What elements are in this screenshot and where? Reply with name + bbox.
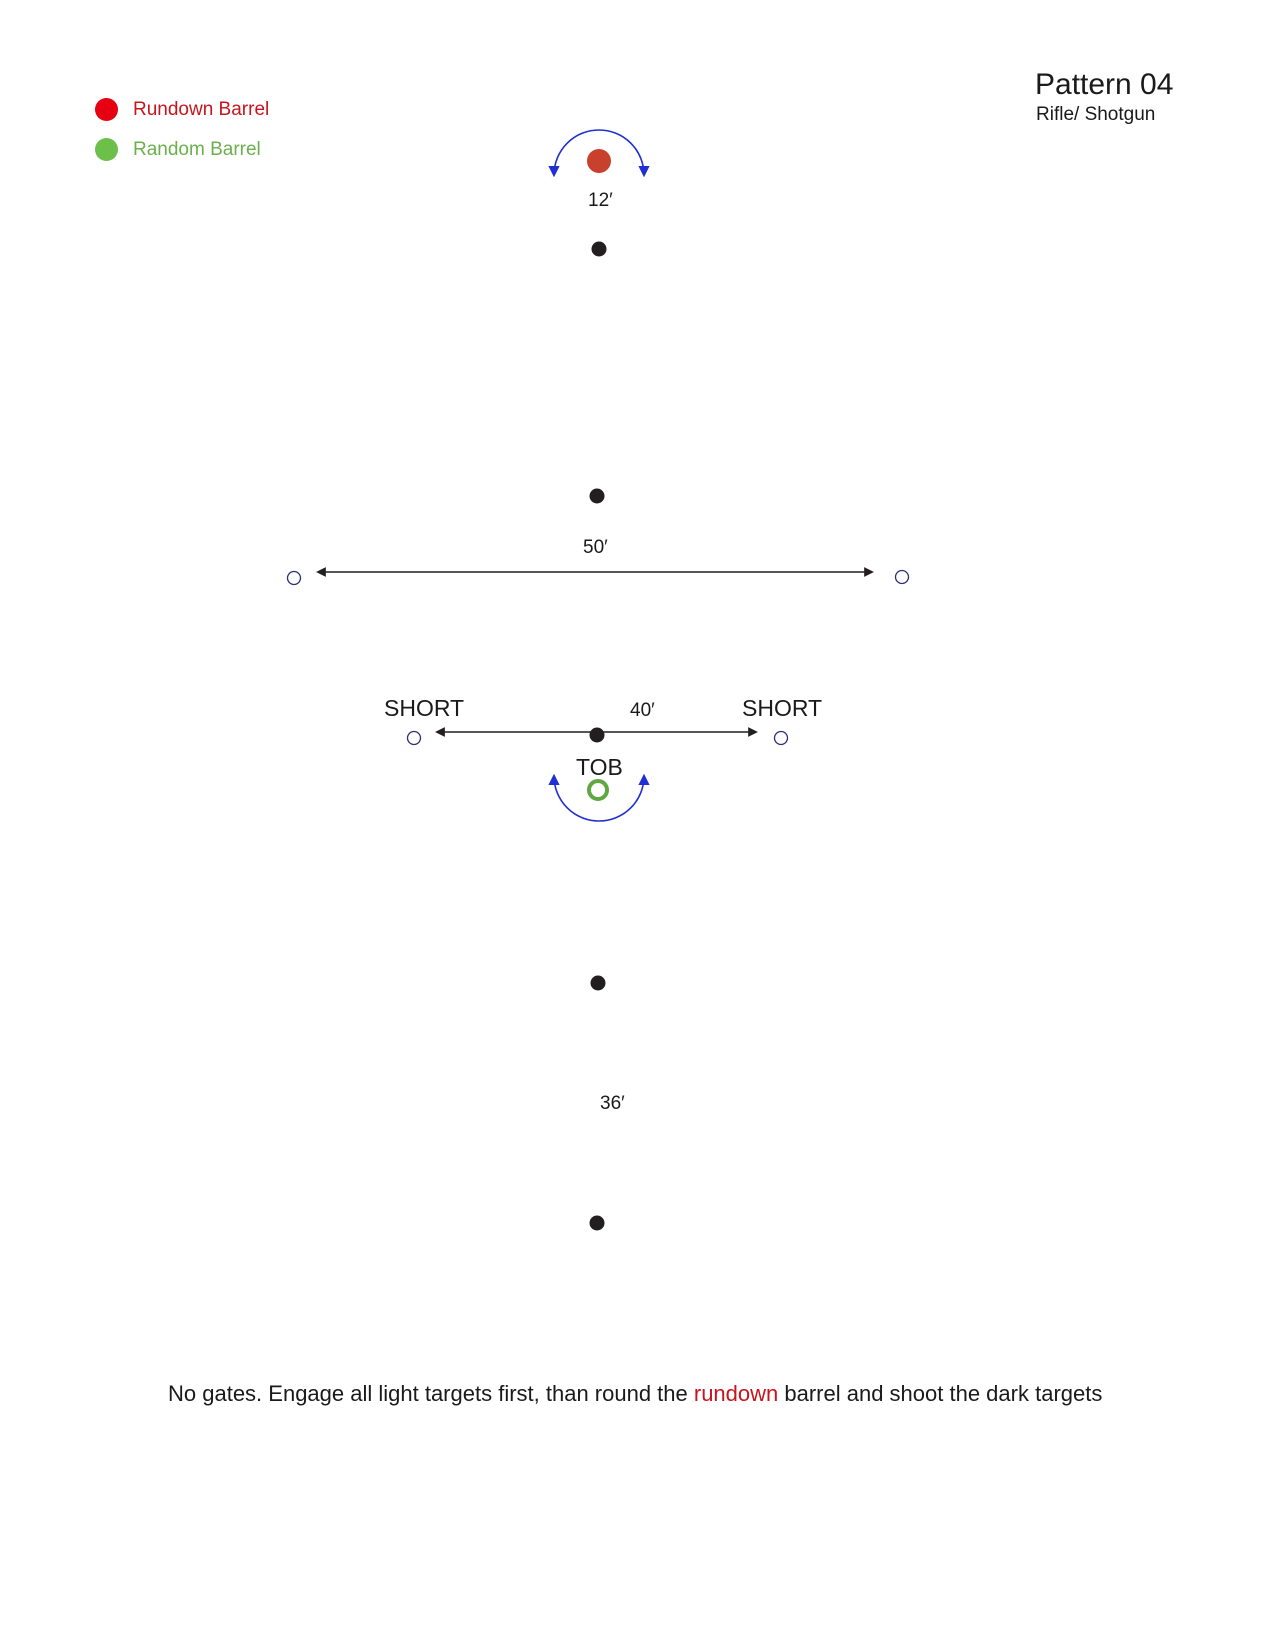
short-label-left: SHORT xyxy=(384,695,464,721)
short-label-right: SHORT xyxy=(742,695,822,721)
distance-label-36: 36′ xyxy=(600,1093,625,1114)
light-target xyxy=(775,732,788,745)
random-barrel xyxy=(589,781,607,799)
light-target xyxy=(896,571,909,584)
light-target xyxy=(288,572,301,585)
distance-label-40: 40′ xyxy=(630,700,655,721)
rundown-barrel xyxy=(587,149,611,173)
note-text-start: No gates. Engage all light targets first… xyxy=(168,1381,694,1406)
page-title: Pattern 04 xyxy=(1035,68,1173,102)
instructions-note: No gates. Engage all light targets first… xyxy=(168,1378,1108,1409)
dark-target xyxy=(592,242,607,257)
distance-label-50: 50′ xyxy=(583,537,608,558)
dark-target xyxy=(590,728,605,743)
dark-target xyxy=(590,489,605,504)
legend-label-rundown: Rundown Barrel xyxy=(133,99,269,121)
light-target xyxy=(408,732,421,745)
legend-label-random: Random Barrel xyxy=(133,139,261,161)
dark-target xyxy=(590,1216,605,1231)
red-dot-icon xyxy=(95,98,118,121)
green-dot-icon xyxy=(95,138,118,161)
distance-label-12: 12′ xyxy=(588,190,613,211)
start-label: TOB xyxy=(576,754,623,780)
page-subtitle: Rifle/ Shotgun xyxy=(1036,104,1155,126)
dark-target xyxy=(591,976,606,991)
note-highlight: rundown xyxy=(694,1381,778,1406)
note-text-end: barrel and shoot the dark targets xyxy=(778,1381,1102,1406)
